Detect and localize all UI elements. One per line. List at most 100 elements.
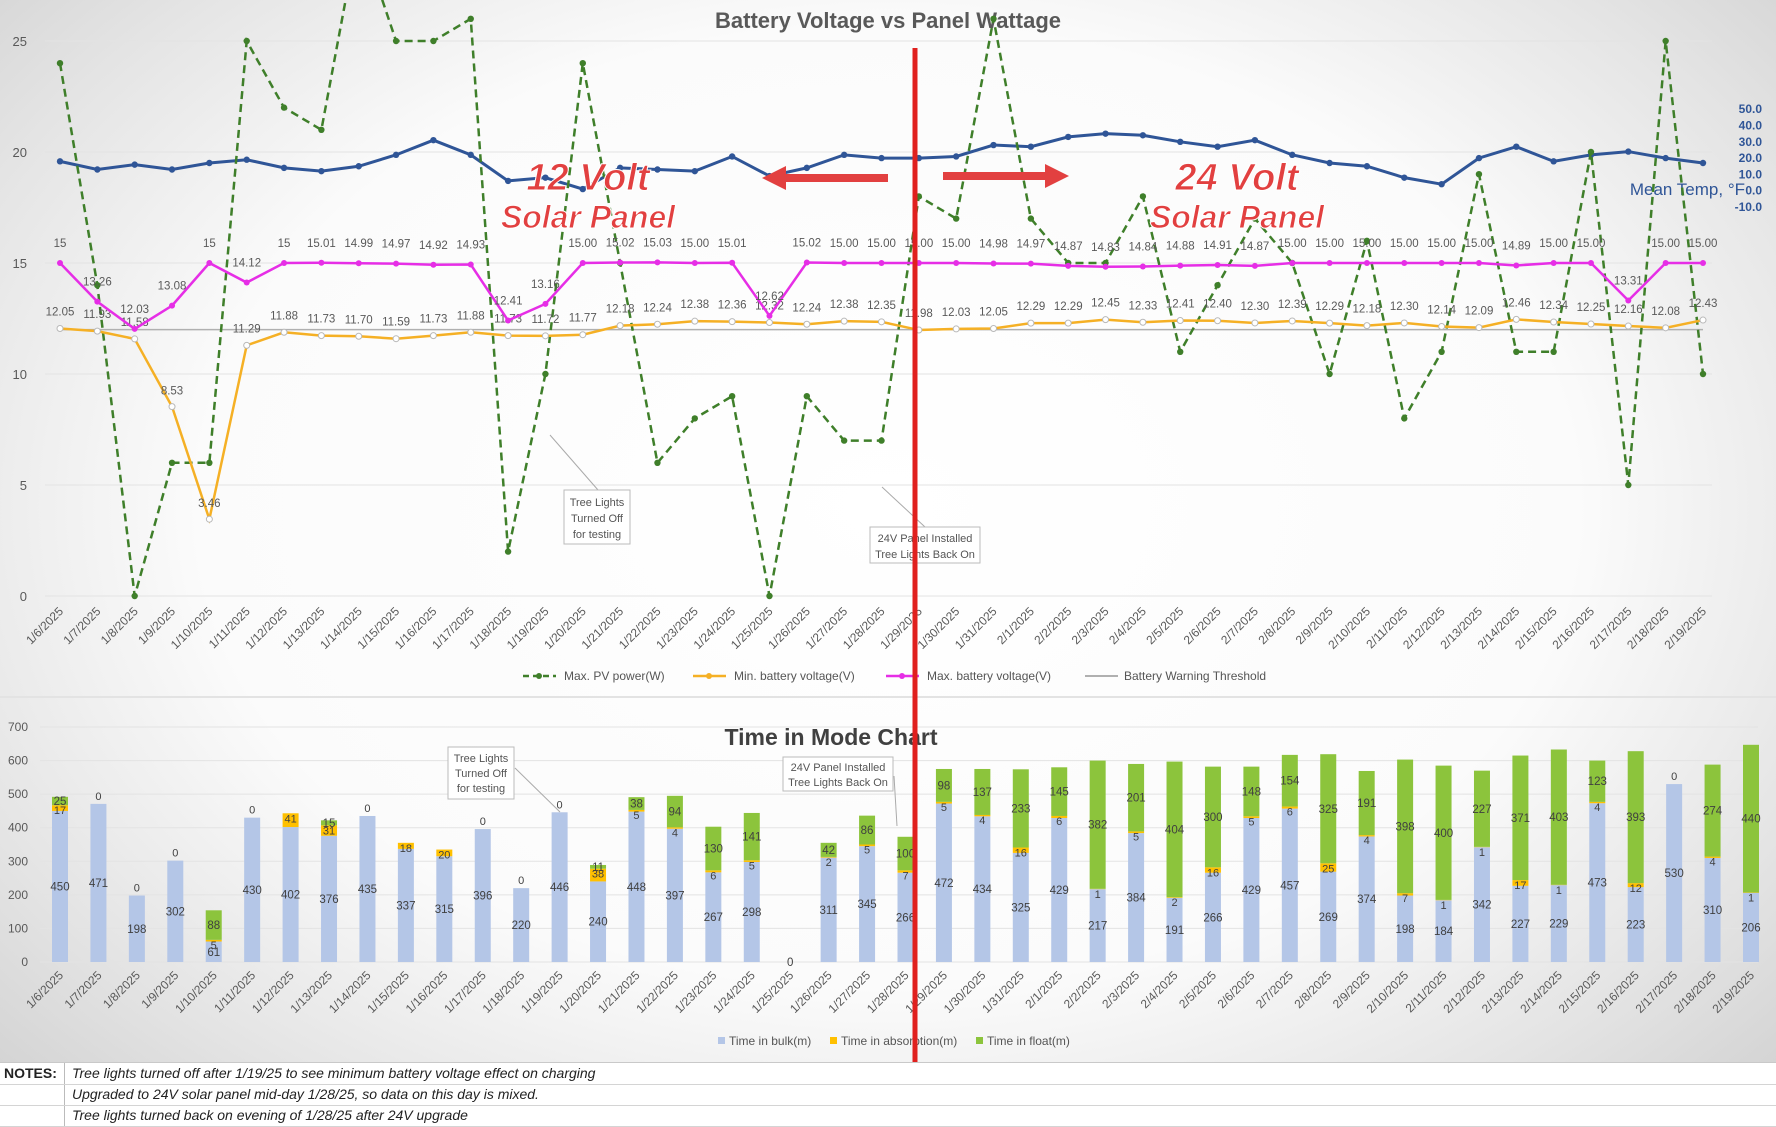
max-voltage-label: 14.97: [1016, 239, 1045, 251]
max-voltage-point: [1551, 260, 1557, 266]
absorption-value-label: 16: [1207, 867, 1219, 879]
bulk-value-label: 429: [1242, 885, 1261, 897]
top-y-axis: 05101520253035: [13, 0, 27, 604]
pv-point: [1588, 149, 1594, 155]
absorption-value-label: 5: [749, 860, 755, 872]
pv-point: [131, 593, 137, 599]
bottom-y-tick-label: 700: [8, 720, 28, 734]
absorption-value-label: 41: [284, 813, 296, 825]
float-value-label: 100: [896, 849, 915, 861]
bulk-value-label: 302: [166, 906, 185, 918]
min-voltage-label: 12.09: [1465, 306, 1494, 318]
absorption-value-label: 0: [249, 805, 255, 817]
min-voltage-point: [1401, 320, 1407, 326]
bulk-value-label: 191: [1165, 925, 1184, 937]
max-voltage-point: [1065, 263, 1071, 269]
float-value-label: 400: [1434, 828, 1453, 840]
bottom-x-tick-label: 2/4/2025: [1138, 968, 1181, 1011]
pv-point: [169, 460, 175, 466]
bottom-x-tick-label: 1/7/2025: [62, 968, 105, 1011]
top-y-tick-label: 10: [13, 367, 27, 382]
bottom-y-tick-label: 100: [8, 921, 28, 935]
float-value-label: 145: [1050, 787, 1069, 799]
absorption-value-label: 1: [1440, 900, 1446, 912]
max-voltage-point: [1700, 260, 1706, 266]
min-voltage-point: [1327, 320, 1333, 326]
temp-point: [430, 137, 436, 143]
temp-point: [1140, 132, 1146, 138]
temp-tick-label: 0.0: [1745, 184, 1762, 198]
bottom-x-tick-label: 2/1/2025: [1022, 968, 1065, 1011]
callout-24v-installed: 24V Panel Installed Tree Lights Back On: [870, 487, 980, 563]
top-x-tick-label: 2/1/2025: [994, 604, 1037, 647]
min-voltage-point: [1700, 317, 1706, 323]
bottom-x-tick-label: 2/5/2025: [1176, 968, 1219, 1011]
min-voltage-label: 12.03: [942, 307, 971, 319]
temp-point: [990, 142, 996, 148]
pv-point: [542, 371, 548, 377]
min-voltage-point: [654, 321, 660, 327]
max-voltage-point: [1439, 260, 1445, 266]
max-voltage-point: [281, 260, 287, 266]
bulk-value-label: 315: [435, 904, 454, 916]
bulk-value-label: 267: [704, 912, 723, 924]
min-voltage-point: [1215, 318, 1221, 324]
float-value-label: 371: [1511, 813, 1530, 825]
max-voltage-point: [1588, 260, 1594, 266]
min-voltage-label: 12.40: [1203, 299, 1232, 311]
max-voltage-point: [1289, 260, 1295, 266]
max-voltage-point: [542, 301, 548, 307]
top-x-tick-label: 1/6/2025: [23, 604, 66, 647]
bulk-value-label: 227: [1511, 919, 1530, 931]
min-voltage-point: [94, 328, 100, 334]
pv-point: [1625, 482, 1631, 488]
bottom-callout1-line3: for testing: [457, 783, 505, 795]
min-voltage-point: [468, 329, 474, 335]
absorption-value-label: 1: [1479, 847, 1485, 859]
min-voltage-label: 11.77: [569, 313, 597, 325]
bulk-value-label: 311: [819, 905, 837, 917]
legend-threshold: Battery Warning Threshold: [1085, 669, 1266, 683]
temp-point: [953, 153, 959, 159]
min-voltage-label: 12.33: [1128, 300, 1157, 312]
pv-point: [505, 548, 511, 554]
min-voltage-label: 12.39: [1278, 299, 1307, 311]
max-voltage-label: 12.41: [494, 295, 523, 307]
legend-max-label: Max. battery voltage(V): [927, 669, 1051, 683]
max-voltage-label: 15.01: [718, 238, 747, 250]
bottom-callout1-line1: Tree Lights: [454, 753, 509, 765]
temp-point: [1625, 148, 1631, 154]
temp-point: [1028, 143, 1034, 149]
absorption-value-label: 4: [1594, 802, 1600, 814]
label-24v-line1: 24 Volt: [1174, 157, 1300, 199]
top-x-tick-label: 2/7/2025: [1218, 604, 1261, 647]
min-voltage-label: 12.25: [1577, 302, 1606, 314]
pv-point: [953, 215, 959, 221]
max-voltage-point: [1513, 262, 1519, 268]
absorption-value-label: 12: [1630, 883, 1642, 895]
bottom-bars: 4501725471019803020615884300402413763115…: [50, 745, 1760, 969]
top-chart: Battery Voltage vs Panel Wattage 0510152…: [13, 0, 1763, 683]
min-voltage-label: 12.43: [1689, 298, 1718, 310]
min-voltage-label: 12.38: [830, 299, 859, 311]
notes-row-2: Upgraded to 24V solar panel mid-day 1/28…: [0, 1084, 1776, 1106]
legend-min: Min. battery voltage(V): [693, 669, 855, 683]
bulk-value-label: 430: [243, 885, 262, 897]
max-voltage-label: 15: [203, 238, 216, 250]
bulk-value-label: 473: [1588, 878, 1607, 890]
temp-point: [131, 161, 137, 167]
top-y-tick-label: 15: [13, 256, 27, 271]
float-value-label: 11: [592, 862, 604, 874]
max-voltage-point: [804, 260, 810, 266]
pv-point: [654, 460, 660, 466]
temp-point: [393, 152, 399, 158]
absorption-value-label: 4: [979, 815, 985, 827]
min-voltage-label: 12.46: [1502, 297, 1531, 309]
max-voltage-point: [1663, 260, 1669, 266]
temp-point: [1252, 137, 1258, 143]
temp-tick-label: 20.0: [1739, 151, 1763, 165]
min-voltage-label: 11.70: [345, 314, 373, 326]
max-voltage-point: [132, 326, 138, 332]
max-voltage-point: [1252, 263, 1258, 269]
